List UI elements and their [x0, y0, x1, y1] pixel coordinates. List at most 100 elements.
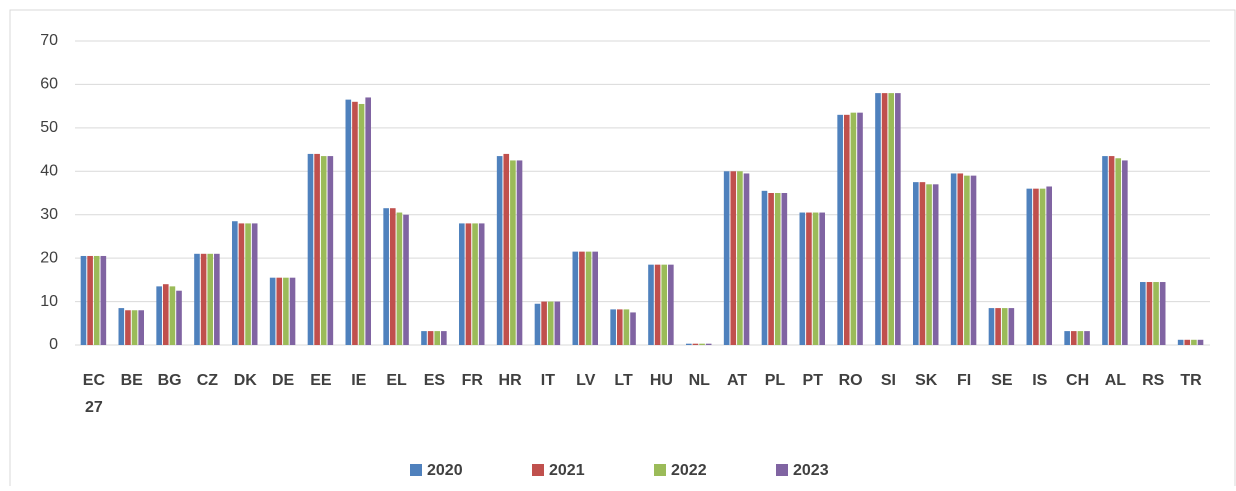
bar — [276, 277, 283, 345]
bar — [799, 212, 806, 345]
bar — [320, 156, 327, 345]
bar — [1159, 282, 1166, 345]
bar — [812, 212, 819, 345]
bar — [957, 173, 964, 345]
x-tick-label: BE — [121, 372, 144, 389]
bar — [857, 112, 863, 346]
x-tick-line: BG — [158, 372, 182, 389]
bar — [1046, 186, 1052, 345]
bar — [125, 310, 131, 345]
x-tick-label: FR — [462, 372, 484, 389]
bar — [950, 173, 957, 345]
bar — [623, 309, 630, 345]
bar — [441, 331, 447, 345]
bar — [169, 286, 176, 345]
bar — [648, 264, 654, 345]
bar — [200, 253, 207, 345]
bar — [87, 255, 93, 345]
bar — [610, 309, 616, 345]
bar — [251, 223, 258, 345]
x-tick-label: IE — [351, 372, 366, 389]
x-tick-line: DE — [272, 372, 295, 389]
x-tick-label: RS — [1142, 372, 1165, 389]
bar — [850, 112, 857, 346]
y-tick-label: 60 — [40, 76, 58, 93]
x-tick-label: AT — [727, 372, 747, 389]
bar — [686, 343, 692, 345]
bar — [365, 97, 371, 345]
bar — [516, 160, 523, 345]
bar — [630, 312, 636, 345]
bar — [383, 208, 389, 345]
x-tick-line: HU — [650, 372, 673, 389]
legend-label: 2022 — [671, 462, 707, 479]
bar — [970, 175, 977, 345]
x-tick-line: NL — [689, 372, 711, 389]
bar — [534, 303, 541, 345]
bar — [761, 190, 768, 345]
x-tick-line: EC — [83, 372, 106, 389]
bar — [547, 301, 554, 345]
bar — [1191, 339, 1197, 345]
bar — [843, 114, 850, 345]
bar — [389, 208, 396, 345]
x-tick-line: EE — [310, 372, 332, 389]
bar — [592, 251, 598, 345]
x-tick-line: SE — [991, 372, 1013, 389]
bar — [988, 308, 995, 345]
bar — [730, 171, 737, 345]
x-tick-line: CZ — [197, 372, 219, 389]
bar — [723, 171, 730, 345]
bar — [1153, 282, 1159, 345]
y-tick-label: 0 — [49, 336, 58, 353]
bar — [352, 101, 358, 345]
bar — [1026, 188, 1033, 345]
bar — [238, 223, 245, 345]
x-tick-label: EC 27 — [83, 372, 106, 416]
bar — [207, 253, 214, 345]
bar — [327, 156, 334, 345]
bar — [1039, 188, 1046, 345]
x-tick-line: LV — [576, 372, 596, 389]
x-tick-label: CH — [1066, 372, 1089, 389]
bar — [806, 212, 812, 345]
bar — [358, 103, 365, 345]
legend-label: 2020 — [427, 462, 463, 479]
y-tick-label: 40 — [40, 163, 58, 180]
x-tick-label: TR — [1180, 372, 1202, 389]
bar — [1184, 339, 1191, 345]
bar — [1102, 156, 1108, 345]
bar — [616, 309, 623, 345]
bar — [314, 153, 320, 345]
bar — [472, 223, 478, 345]
legend-label: 2021 — [549, 462, 585, 479]
bar — [1177, 339, 1184, 345]
y-tick-label: 10 — [40, 293, 58, 310]
bar — [654, 264, 661, 345]
x-tick-label: PT — [803, 372, 824, 389]
bar — [1077, 331, 1084, 345]
x-tick-line: TR — [1180, 372, 1202, 389]
x-tick-label: PL — [765, 372, 786, 389]
x-tick-label: ES — [424, 372, 446, 389]
bar — [465, 223, 472, 345]
x-tick-line: LT — [614, 372, 633, 389]
x-tick-line: SK — [915, 372, 938, 389]
bar — [699, 343, 705, 345]
bar — [1070, 331, 1077, 345]
bar — [421, 331, 427, 345]
bar — [1084, 331, 1090, 345]
bar — [585, 251, 592, 345]
x-tick-line: AT — [727, 372, 747, 389]
x-tick-label: SE — [991, 372, 1013, 389]
x-tick-label: IT — [541, 372, 555, 389]
bar — [661, 264, 668, 345]
x-tick-line: CH — [1066, 372, 1089, 389]
x-tick-line: IS — [1032, 372, 1047, 389]
y-tick-label: 20 — [40, 249, 58, 266]
bar — [118, 308, 125, 345]
x-tick-label: BG — [158, 372, 182, 389]
x-tick-label: EE — [310, 372, 332, 389]
x-tick-label: HR — [499, 372, 523, 389]
